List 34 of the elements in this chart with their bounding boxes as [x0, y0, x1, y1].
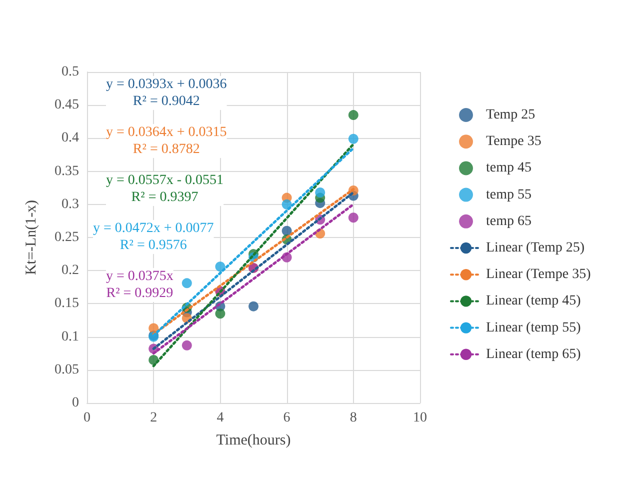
y-tick-label: 0.2 [62, 263, 79, 278]
x-tick-label: 8 [350, 410, 357, 426]
x-tick-label: 0 [84, 410, 90, 426]
y-tick-label: 0.35 [54, 164, 79, 179]
y-tick-label: 0.05 [54, 362, 79, 378]
y-tick-label: 0.5 [62, 64, 79, 80]
annotation: y = 0.0393x + 0.0036 R² = 0.9042 [106, 77, 227, 109]
legend-label: Linear (temp 65) [486, 346, 582, 362]
legend-label: Linear (Temp 25) [486, 240, 585, 256]
annotation: y = 0.0375x R² = 0.9929 [106, 269, 174, 301]
y-tick-label: 0.15 [54, 296, 79, 312]
y-tick-label: 0.25 [54, 230, 79, 245]
legend-label: temp 65 [486, 214, 532, 229]
y-tick-label: 0.1 [62, 329, 79, 344]
y-tick-label: 0.3 [62, 196, 79, 212]
y-tick-label: 0 [72, 396, 79, 410]
legend-label: Linear (temp 45) [486, 294, 582, 309]
y-tick-label: 0.45 [54, 98, 79, 113]
annotation: y = 0.0364x + 0.0315 R² = 0.8782 [106, 125, 227, 157]
x-tick-label: 10 [413, 410, 427, 426]
y-tick-label: 0.4 [62, 130, 79, 146]
legend-label: Linear (temp 55) [486, 320, 582, 336]
annotation: y = 0.0472x + 0.0077 R² = 0.9576 [92, 221, 214, 253]
legend-label: Linear (Tempe 35) [486, 267, 592, 282]
y-axis-title: Kt=-Ln(1-x) [24, 200, 40, 276]
legend-label: temp 55 [486, 187, 532, 202]
x-tick-label: 2 [150, 410, 158, 426]
legend-label: temp 45 [486, 160, 532, 176]
legend-label: Temp 25 [486, 108, 536, 122]
x-tick-label: 4 [216, 410, 224, 426]
annotation: y = 0.0557x - 0.0551 R² = 0.9397 [106, 173, 224, 205]
x-tick-label: 6 [283, 410, 290, 426]
x-axis-title: Time(hours) [216, 432, 291, 448]
legend-label: Tempe 35 [486, 134, 542, 150]
